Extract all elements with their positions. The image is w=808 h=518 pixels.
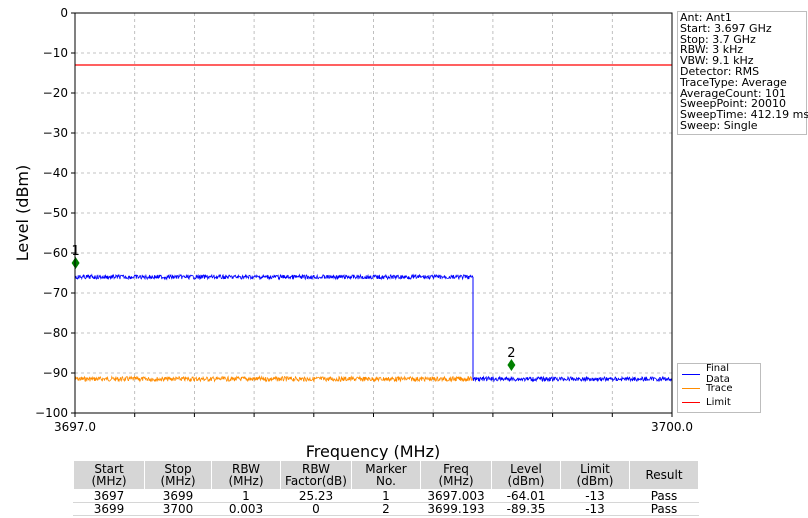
info-start: Start: 3.697 GHz — [680, 21, 772, 35]
legend-swatch-trace — [682, 387, 700, 389]
info-antenna: Ant: Ant1 — [680, 11, 732, 24]
cell-rbw: 1 — [211, 489, 281, 503]
y-tick-label: −40 — [43, 166, 68, 180]
y-tick-label: −10 — [43, 46, 68, 60]
cell-start: 3697 — [73, 489, 145, 503]
y-tick-label: −30 — [43, 126, 68, 140]
table-header-row: Start (MHz) Stop (MHz) RBW (MHz) RBW Factor(… — [73, 460, 699, 490]
info-trace-type: TraceType: Average — [680, 75, 787, 89]
y-tick-label: −20 — [43, 86, 68, 100]
y-tick-label: −80 — [43, 326, 68, 340]
legend-label: Final Data — [705, 363, 730, 385]
y-axis-title: Level (dBm) — [13, 165, 32, 262]
legend-item-limit: Limit — [682, 395, 756, 409]
info-sweep-time: SweepTime: 412.19 ms — [680, 108, 808, 122]
legend: Final Data Trace Limit — [677, 363, 761, 413]
y-tick-label: −90 — [43, 366, 68, 380]
info-vbw: VBW: 9.1 kHz — [680, 54, 754, 68]
table-row: 3699 3700 0.003 0 2 3699.193 -89.35 -13 … — [73, 502, 699, 516]
x-axis-ticks: 3697.0 3700.0 — [54, 413, 693, 434]
marker-diamond — [71, 257, 80, 269]
cell-rbw-factor: 25.23 — [280, 489, 352, 503]
cell-level: -64.01 — [491, 489, 561, 503]
spectrum-chart: 12 0−10−20−30−40−50−60−70−80−90−100 3697… — [13, 6, 693, 460]
header-limit: Limit (dBm) — [560, 460, 630, 490]
legend-swatch-final-data — [682, 373, 700, 375]
grid-lines — [75, 12, 672, 414]
legend-label: Trace — [706, 382, 733, 394]
header-rbw: RBW (MHz) — [211, 460, 281, 490]
header-stop: Stop (MHz) — [144, 460, 212, 490]
cell-limit: -13 — [560, 502, 630, 516]
cell-freq: 3697.003 — [420, 489, 492, 503]
header-start: Start (MHz) — [73, 460, 145, 490]
info-sweep-point: SweepPoint: 20010 — [680, 97, 787, 111]
x-tick-label: 3697.0 — [54, 420, 96, 434]
cell-stop: 3700 — [144, 502, 212, 516]
info-sweep: Sweep: Single — [680, 118, 758, 132]
y-tick-label: −70 — [43, 286, 68, 300]
cell-result: Pass — [629, 502, 699, 516]
cell-stop: 3699 — [144, 489, 212, 503]
y-tick-label: −60 — [43, 246, 68, 260]
x-axis-title: Frequency (MHz) — [306, 442, 440, 460]
cell-result: Pass — [629, 489, 699, 503]
info-detector: Detector: RMS — [680, 64, 760, 78]
legend-label: Limit — [706, 396, 731, 408]
cell-freq: 3699.193 — [420, 502, 492, 516]
marker-label: 2 — [507, 346, 515, 361]
info-stop: Stop: 3.7 GHz — [680, 32, 756, 46]
header-result: Result — [629, 460, 699, 490]
results-table: Start (MHz) Stop (MHz) RBW (MHz) RBW Factor(… — [73, 460, 699, 516]
marker-diamond — [507, 359, 516, 371]
table-row: 3697 3699 1 25.23 1 3697.003 -64.01 -13 … — [73, 489, 699, 503]
header-marker-no: Marker No. — [351, 460, 421, 490]
y-tick-label: −100 — [35, 406, 68, 420]
series-layer — [74, 64, 672, 383]
cell-start: 3699 — [73, 502, 145, 516]
info-rbw: RBW: 3 kHz — [680, 43, 744, 57]
info-average-count: AverageCount: 101 — [680, 86, 787, 100]
final-data-line — [472, 375, 672, 383]
marker-label: 1 — [71, 244, 79, 259]
legend-item-final-data: Final Data — [682, 363, 756, 385]
measurement-info-box: Ant: Ant1 Start: 3.697 GHz Stop: 3.7 GHz… — [677, 11, 808, 135]
header-rbw-factor: RBW Factor(dB) — [280, 460, 352, 490]
cell-marker-no: 1 — [351, 489, 421, 503]
legend-item-trace: Trace — [682, 381, 756, 395]
header-level: Level (dBm) — [491, 460, 561, 490]
final-data-line — [74, 273, 474, 281]
x-tick-label: 3700.0 — [651, 420, 693, 434]
y-tick-label: −50 — [43, 206, 68, 220]
legend-swatch-limit — [682, 401, 700, 403]
cell-marker-no: 2 — [351, 502, 421, 516]
cell-rbw-factor: 0 — [280, 502, 352, 516]
trace-line — [74, 375, 474, 383]
markers-layer: 12 — [71, 244, 516, 371]
header-freq: Freq (MHz) — [420, 460, 492, 490]
cell-rbw: 0.003 — [211, 502, 281, 516]
cell-limit: -13 — [560, 489, 630, 503]
y-tick-label: 0 — [60, 6, 68, 20]
y-axis-ticks: 0 −10 −20 −30 −40 −50 −60 −70 −80 −90 −100 — [35, 6, 75, 420]
cell-level: -89.35 — [491, 502, 561, 516]
